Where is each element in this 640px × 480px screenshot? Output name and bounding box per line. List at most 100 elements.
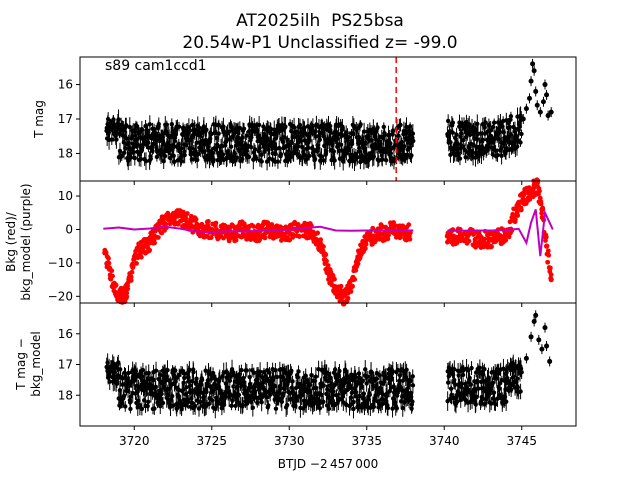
bottom-panel-point bbox=[123, 404, 128, 409]
top-panel-point bbox=[123, 146, 128, 151]
background-point bbox=[548, 272, 554, 278]
background-point bbox=[539, 206, 545, 213]
top-panel-point bbox=[116, 117, 121, 122]
top-panel-point bbox=[155, 148, 161, 153]
background-point bbox=[251, 224, 257, 229]
background-point bbox=[151, 233, 157, 239]
bottom-panel-point bbox=[542, 325, 548, 331]
top-panel-point bbox=[445, 118, 451, 124]
background-point bbox=[181, 216, 187, 223]
top-panel-point bbox=[171, 153, 176, 159]
bottom-panel-point bbox=[205, 378, 211, 383]
background-point bbox=[545, 259, 551, 265]
top-panel-point bbox=[411, 138, 416, 144]
top-panel-point bbox=[189, 146, 194, 151]
bottom-panel-point bbox=[284, 402, 290, 408]
top-panel-point bbox=[278, 152, 284, 157]
bottom-panel-point bbox=[160, 400, 166, 406]
background-point bbox=[244, 236, 250, 242]
background-point bbox=[537, 188, 542, 194]
top-panel-point bbox=[483, 120, 488, 125]
top-panel-points bbox=[104, 58, 554, 171]
background-point bbox=[147, 240, 153, 246]
chart-title-line2: 20.54w-P1 Unclassified z= -99.0 bbox=[182, 33, 458, 53]
bottom-panel-point bbox=[233, 403, 238, 409]
background-point bbox=[340, 293, 347, 299]
bottom-panel-point bbox=[523, 355, 529, 361]
top-panel-point bbox=[246, 154, 252, 160]
bottom-panel-point bbox=[476, 386, 481, 391]
top-panel-point bbox=[344, 151, 349, 156]
background-point bbox=[543, 234, 549, 240]
bottom-panel-point bbox=[497, 381, 503, 386]
bottom-panel-point bbox=[169, 393, 175, 399]
top-panel-point bbox=[109, 137, 115, 142]
top-panel-point bbox=[236, 135, 242, 141]
background-point bbox=[180, 209, 186, 215]
top-panel-point bbox=[315, 145, 321, 150]
bottom-panel-point bbox=[107, 379, 112, 384]
bottom-panel-point bbox=[326, 371, 331, 377]
background-point bbox=[548, 277, 554, 283]
top-panel-point bbox=[381, 124, 387, 130]
background-point bbox=[315, 230, 321, 236]
background-point bbox=[326, 273, 333, 279]
background-point bbox=[359, 243, 365, 249]
bottom-panel-point bbox=[482, 366, 487, 372]
top-panel-point bbox=[179, 159, 184, 164]
background-point bbox=[530, 186, 536, 192]
top-panel-point bbox=[156, 121, 161, 127]
bottom-panel-point bbox=[175, 405, 180, 410]
top-panel-point bbox=[331, 149, 337, 154]
top-panel-point bbox=[523, 106, 529, 112]
top-panel-point bbox=[467, 122, 472, 127]
background-point bbox=[472, 236, 478, 243]
bottom-panel-point bbox=[289, 368, 294, 374]
bottom-panel-point bbox=[319, 392, 324, 397]
bottom-panel-point bbox=[257, 369, 263, 374]
bottom-panel-point bbox=[183, 391, 189, 397]
bottom-panel-point bbox=[365, 374, 370, 379]
top-panel-point bbox=[531, 68, 537, 74]
bottom-panel-point bbox=[121, 393, 127, 399]
top-panel-point bbox=[488, 128, 493, 133]
background-point bbox=[454, 240, 460, 246]
bottom-panel-point bbox=[116, 360, 121, 365]
bottom-panel-point bbox=[165, 367, 170, 373]
background-point bbox=[350, 283, 355, 289]
bottom-panel-point bbox=[223, 394, 228, 399]
bottom-panel-point bbox=[469, 365, 474, 371]
bottom-panel-point bbox=[180, 387, 186, 393]
top-panel-point bbox=[323, 137, 328, 142]
top-panel-point bbox=[119, 153, 124, 159]
top-panel-point bbox=[183, 142, 189, 148]
background-point bbox=[184, 211, 190, 216]
bottom-panel-point bbox=[146, 399, 151, 405]
background-point bbox=[213, 220, 219, 226]
background-point bbox=[278, 230, 285, 236]
top-panel-point bbox=[514, 144, 520, 149]
background-point bbox=[134, 260, 139, 266]
background-point bbox=[345, 295, 351, 301]
background-point bbox=[534, 183, 540, 189]
top-panel-point bbox=[291, 125, 297, 130]
background-point bbox=[322, 256, 328, 263]
bottom-panel-point bbox=[377, 373, 383, 378]
background-point bbox=[385, 236, 391, 242]
bottom-panel-point bbox=[187, 383, 193, 388]
bottom-panel-point bbox=[184, 385, 189, 390]
top-panel-point bbox=[139, 126, 145, 132]
background-point bbox=[495, 233, 502, 239]
bottom-panel-point bbox=[239, 367, 244, 373]
top-panel-point bbox=[148, 156, 153, 161]
top-panel-point bbox=[519, 131, 524, 137]
top-panel-point bbox=[518, 140, 523, 145]
bottom-panel-point bbox=[321, 383, 326, 388]
bottom-panel-point bbox=[504, 375, 510, 381]
top-panel-point bbox=[240, 156, 245, 162]
bottom-panel-point bbox=[340, 394, 345, 399]
bottom-panel-point bbox=[508, 387, 514, 392]
top-panel-point bbox=[497, 129, 503, 135]
top-panel-point bbox=[357, 149, 362, 155]
background-point bbox=[331, 283, 337, 289]
